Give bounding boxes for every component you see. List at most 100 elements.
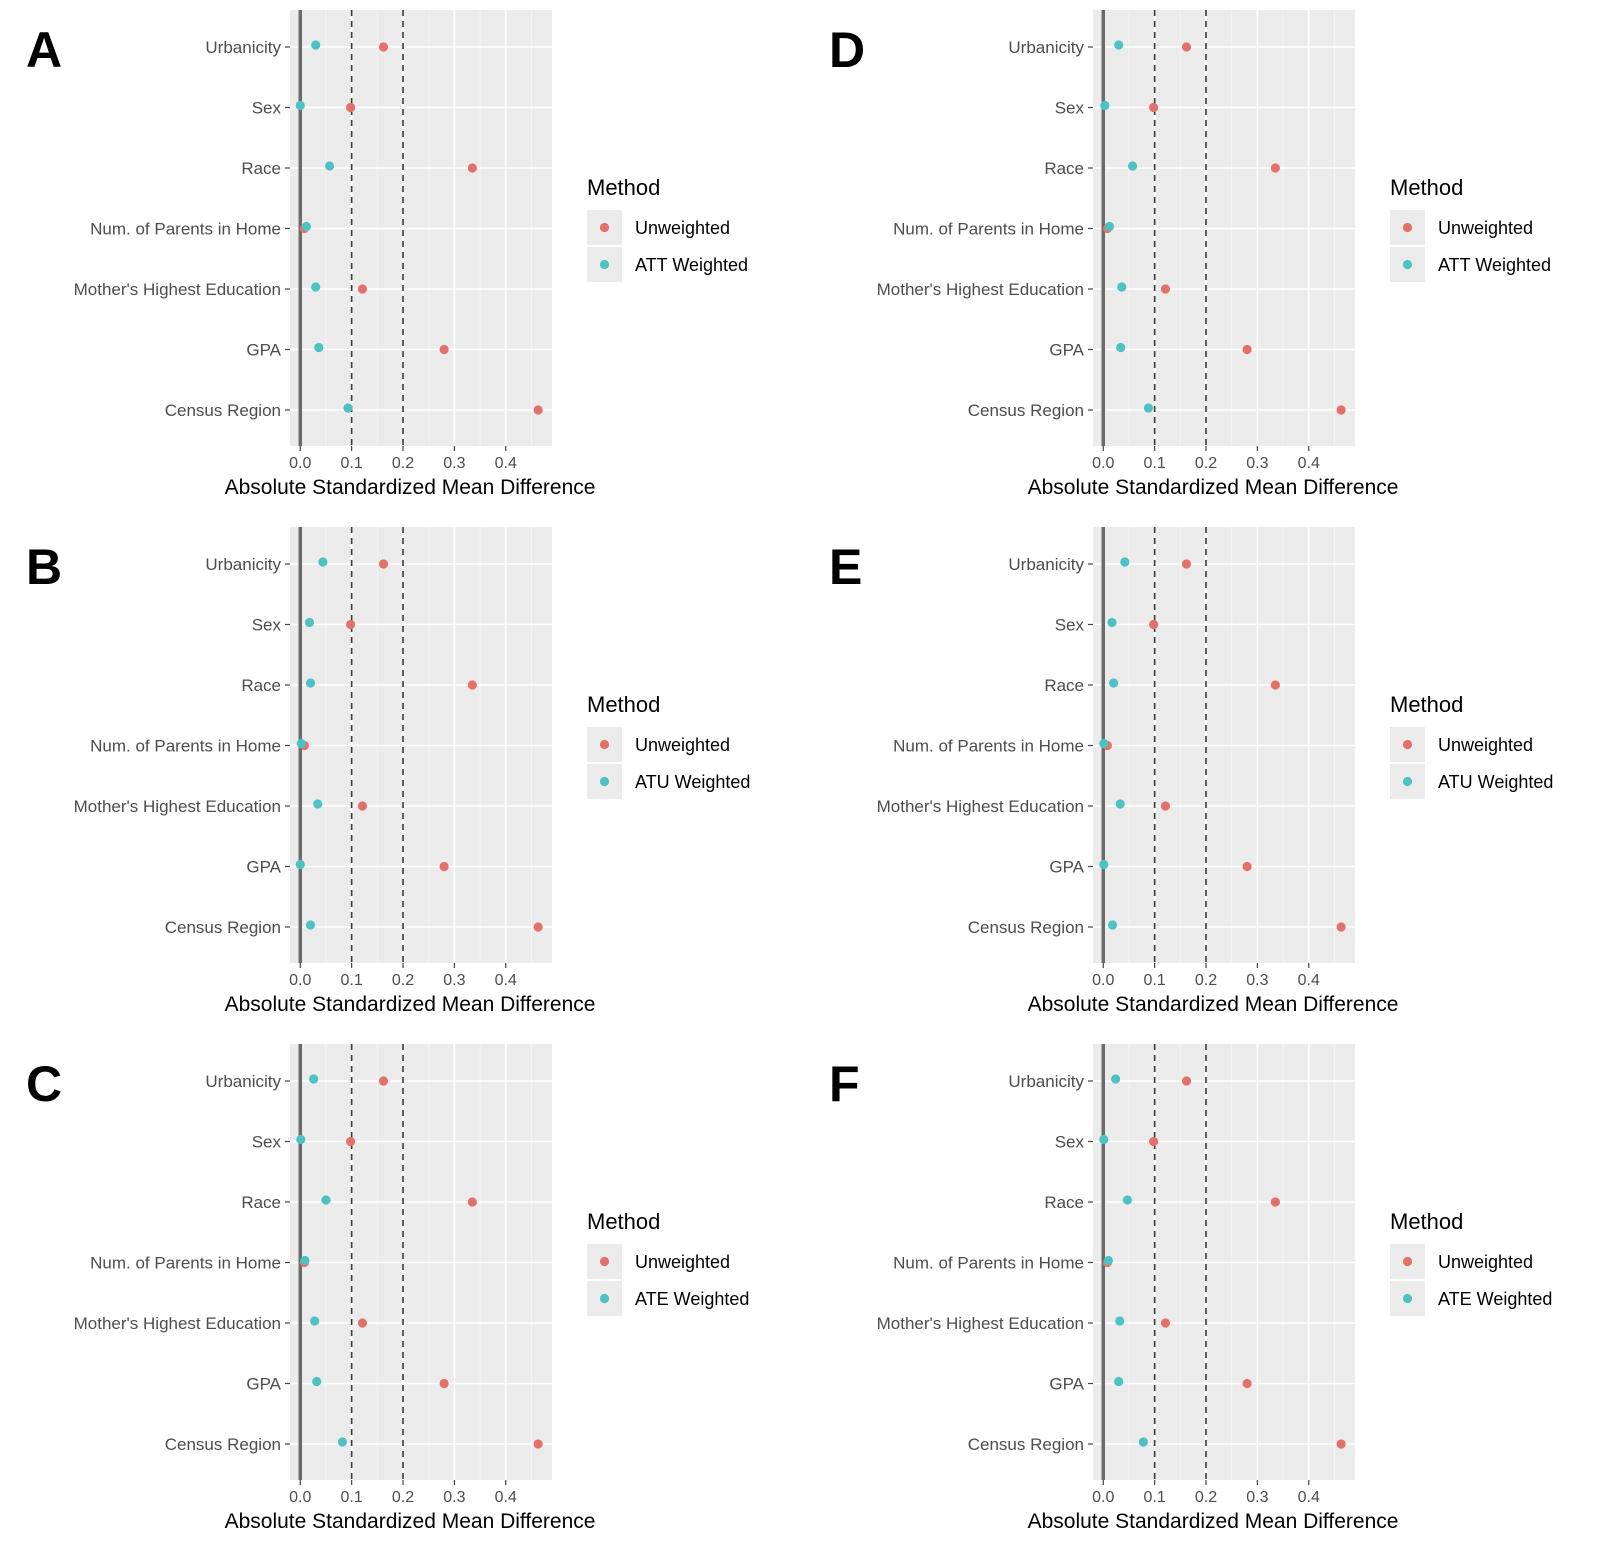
point-unweighted xyxy=(1149,102,1159,113)
point-weighted xyxy=(312,1376,322,1387)
legend-key-dot xyxy=(599,1293,610,1304)
x-tick-label: 0.4 xyxy=(495,455,517,472)
x-axis-title: Absolute Standardized Mean Difference xyxy=(1028,476,1399,499)
y-tick-label: Race xyxy=(241,1193,281,1212)
x-axis-title: Absolute Standardized Mean Difference xyxy=(225,476,596,499)
point-unweighted xyxy=(378,1076,389,1086)
y-tick-label: Race xyxy=(241,676,281,695)
point-weighted xyxy=(337,1437,347,1447)
point-unweighted xyxy=(1242,1378,1252,1389)
legend-label: Unweighted xyxy=(1438,218,1533,238)
point-weighted xyxy=(321,1195,331,1205)
point-weighted xyxy=(1122,1195,1133,1205)
point-unweighted xyxy=(467,1197,477,1207)
y-tick-label: Race xyxy=(1044,1193,1084,1212)
y-tick-label: Mother's Highest Education xyxy=(74,797,281,816)
point-weighted xyxy=(295,859,305,870)
point-weighted xyxy=(1114,1376,1124,1387)
y-tick-label: Race xyxy=(1044,159,1084,178)
panel-letter-box xyxy=(0,1034,85,1126)
point-unweighted xyxy=(378,42,389,52)
x-tick-label: 0.2 xyxy=(392,1489,414,1506)
point-weighted xyxy=(314,342,324,353)
point-unweighted xyxy=(439,861,449,872)
y-tick-label: Census Region xyxy=(968,1435,1084,1454)
legend-key-dot xyxy=(599,222,610,233)
legend-label: Unweighted xyxy=(1438,735,1533,755)
point-unweighted xyxy=(467,163,477,173)
y-tick-label: Sex xyxy=(252,616,282,635)
x-tick-label: 0.0 xyxy=(289,1489,311,1506)
x-tick-label: 0.1 xyxy=(341,1489,363,1506)
y-tick-label: Num. of Parents in Home xyxy=(90,737,281,756)
x-tick-label: 0.4 xyxy=(495,972,517,989)
panel-letter-box xyxy=(803,517,888,609)
legend-label: Unweighted xyxy=(635,1252,730,1272)
x-tick-label: 0.3 xyxy=(1246,972,1268,989)
legend-key-dot xyxy=(1402,739,1413,750)
y-tick-label: Num. of Parents in Home xyxy=(893,220,1084,239)
x-tick-label: 0.1 xyxy=(1144,1489,1166,1506)
point-unweighted xyxy=(357,1318,368,1328)
x-tick-label: 0.4 xyxy=(1298,972,1320,989)
point-weighted xyxy=(296,1134,306,1145)
point-unweighted xyxy=(533,1439,543,1449)
point-unweighted xyxy=(467,680,477,690)
point-weighted xyxy=(309,1074,319,1084)
panel-letter: B xyxy=(26,539,62,595)
legend-title: Method xyxy=(1390,1209,1463,1234)
y-tick-label: Urbanicity xyxy=(1008,555,1084,574)
y-tick-label: GPA xyxy=(246,1375,281,1394)
panel-letter: F xyxy=(829,1056,860,1112)
x-tick-label: 0.4 xyxy=(495,1489,517,1506)
point-unweighted xyxy=(1181,559,1192,569)
x-tick-label: 0.1 xyxy=(341,455,363,472)
legend-key-dot xyxy=(1402,1293,1413,1304)
point-weighted xyxy=(1100,100,1110,111)
panel-letter-box xyxy=(803,0,888,92)
point-unweighted xyxy=(1181,1076,1192,1086)
x-tick-label: 0.4 xyxy=(1298,455,1320,472)
y-tick-label: Census Region xyxy=(165,1435,281,1454)
x-tick-label: 0.2 xyxy=(392,455,414,472)
point-weighted xyxy=(296,738,306,749)
point-unweighted xyxy=(346,619,356,630)
x-axis-title: Absolute Standardized Mean Difference xyxy=(1028,1510,1399,1533)
x-tick-label: 0.0 xyxy=(1092,455,1114,472)
x-tick-label: 0.3 xyxy=(443,972,465,989)
point-weighted xyxy=(305,920,316,930)
y-tick-label: Census Region xyxy=(165,401,281,420)
point-weighted xyxy=(1117,282,1127,292)
y-tick-label: Urbanicity xyxy=(205,38,281,57)
point-weighted xyxy=(1103,1255,1114,1266)
point-unweighted xyxy=(1336,405,1346,415)
y-tick-label: GPA xyxy=(1049,1375,1084,1394)
point-unweighted xyxy=(1149,1136,1159,1147)
point-weighted xyxy=(1099,859,1109,870)
point-unweighted xyxy=(378,559,389,569)
y-tick-label: Num. of Parents in Home xyxy=(90,220,281,239)
point-unweighted xyxy=(1242,344,1252,355)
point-weighted xyxy=(1108,678,1119,688)
legend-label: ATE Weighted xyxy=(1438,1289,1552,1309)
legend-label: ATT Weighted xyxy=(1438,255,1551,275)
y-tick-label: Sex xyxy=(1055,1133,1085,1152)
point-weighted xyxy=(311,282,321,292)
y-tick-label: Census Region xyxy=(968,401,1084,420)
y-tick-label: GPA xyxy=(1049,858,1084,877)
legend-key-dot xyxy=(1402,259,1413,270)
panel-f: F Urbanicity Sex Race Num. of Parents in Hom… xyxy=(803,1034,1552,1533)
y-tick-label: Sex xyxy=(1055,616,1085,635)
x-tick-label: 0.3 xyxy=(443,1489,465,1506)
legend-title: Method xyxy=(1390,692,1463,717)
legend-label: Unweighted xyxy=(1438,1252,1533,1272)
point-unweighted xyxy=(1160,1318,1171,1328)
x-tick-label: 0.0 xyxy=(1092,972,1114,989)
legend-label: ATU Weighted xyxy=(1438,772,1553,792)
y-tick-label: Urbanicity xyxy=(205,555,281,574)
point-unweighted xyxy=(357,801,368,811)
legend-label: ATT Weighted xyxy=(635,255,748,275)
point-weighted xyxy=(324,161,335,171)
point-unweighted xyxy=(1270,163,1280,173)
